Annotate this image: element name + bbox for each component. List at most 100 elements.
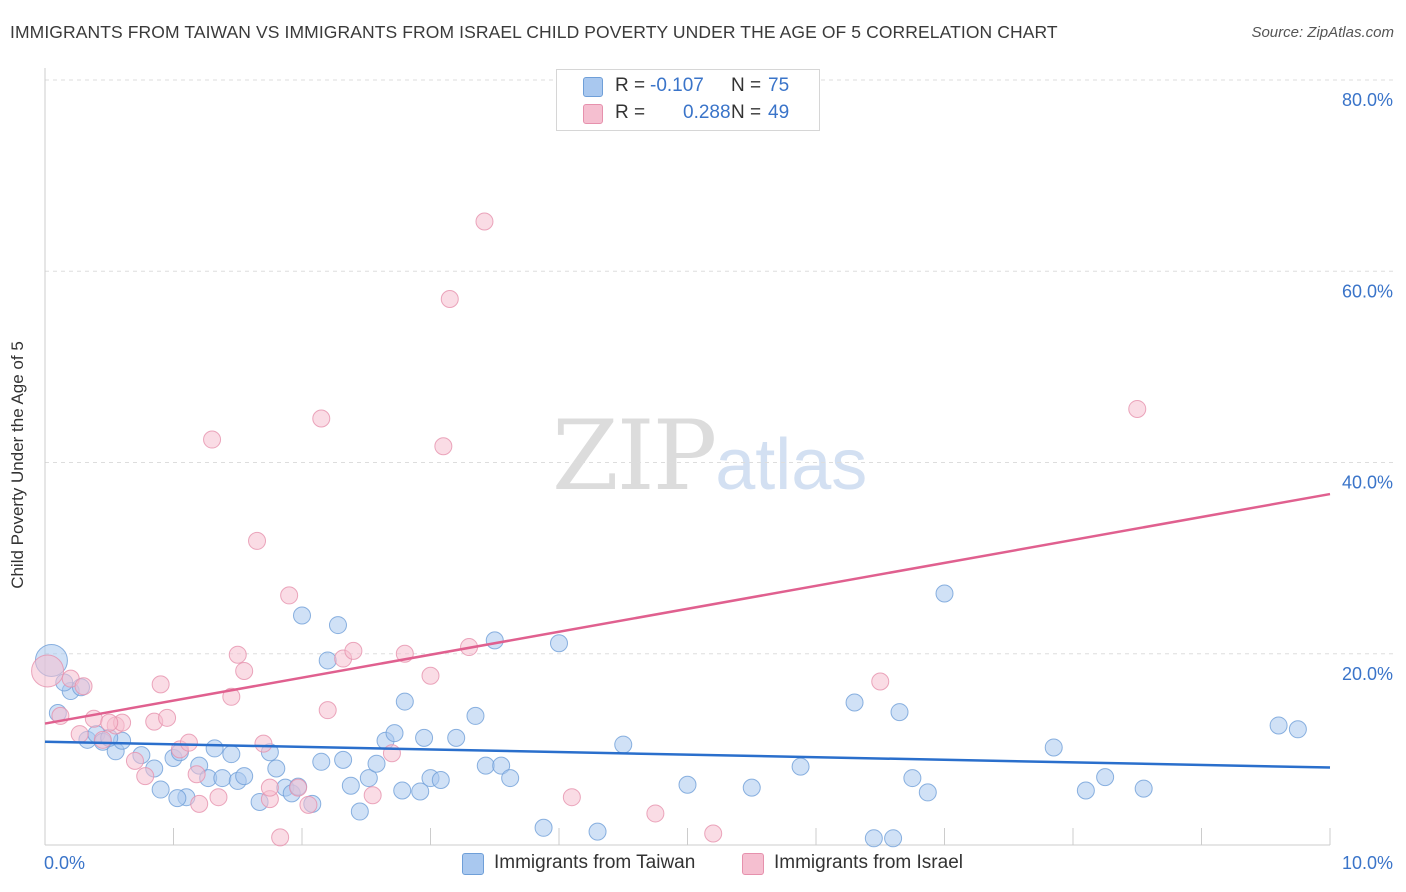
taiwan-point — [1076, 781, 1095, 800]
taiwan-point — [588, 822, 607, 841]
taiwan-point — [845, 693, 864, 712]
israel-point — [179, 733, 198, 752]
n-value: 49 — [768, 102, 790, 123]
israel-point — [228, 645, 247, 664]
israel-point — [100, 713, 119, 732]
chart-title: IMMIGRANTS FROM TAIWAN VS IMMIGRANTS FRO… — [10, 22, 1058, 42]
taiwan-point — [1044, 738, 1063, 757]
israel-point — [31, 654, 65, 688]
israel-point — [93, 730, 112, 749]
israel-point — [382, 744, 401, 763]
israel-trend-line — [44, 492, 1331, 725]
israel-point — [289, 778, 308, 797]
r-label: R = — [615, 75, 646, 96]
taiwan-point — [415, 728, 434, 747]
israel-point — [248, 531, 267, 550]
israel-point — [235, 661, 254, 680]
taiwan-point — [864, 829, 883, 848]
taiwan-point — [222, 745, 241, 764]
israel-point — [190, 794, 209, 813]
r-value: 0.288 — [683, 102, 731, 123]
y-tick-label: 20.0% — [1342, 664, 1393, 684]
israel-point — [271, 828, 290, 847]
taiwan-point — [367, 754, 386, 773]
israel-point — [280, 586, 299, 605]
n-label: N = — [731, 75, 762, 96]
y-tick-label: 80.0% — [1342, 90, 1393, 110]
correlation-legend: R = -0.107 N = 75 R = 0.288 N = 49 — [556, 69, 820, 131]
taiwan-point — [411, 782, 430, 801]
israel-point — [70, 725, 89, 744]
taiwan-point — [1269, 716, 1288, 735]
taiwan-point — [492, 756, 511, 775]
taiwan-point — [151, 780, 170, 799]
taiwan-point — [884, 829, 903, 848]
taiwan-point — [205, 739, 224, 758]
israel-legend-swatch — [742, 853, 764, 875]
israel-point — [254, 734, 273, 753]
israel-point — [344, 641, 363, 660]
taiwan-point — [393, 781, 412, 800]
taiwan-point — [742, 778, 761, 797]
israel-point — [1128, 399, 1147, 418]
n-label: N = — [731, 102, 762, 123]
israel-point — [299, 795, 318, 814]
israel-point — [125, 751, 144, 770]
taiwan-point — [350, 802, 369, 821]
taiwan-point — [267, 759, 286, 778]
taiwan-point — [614, 735, 633, 754]
y-tick-label: 60.0% — [1342, 281, 1393, 301]
x-tick-label-min: 0.0% — [44, 853, 85, 873]
taiwan-legend-swatch — [462, 853, 484, 875]
taiwan-point — [501, 769, 520, 788]
taiwan-trend-line — [44, 740, 1331, 769]
taiwan-point — [213, 769, 232, 788]
taiwan-point — [312, 752, 331, 771]
israel-point — [203, 430, 222, 449]
israel-legend-label: Immigrants from Israel — [774, 852, 963, 873]
r-label: R = — [615, 102, 646, 123]
israel-point — [187, 765, 206, 784]
taiwan-swatch — [583, 77, 603, 97]
israel-point — [704, 824, 723, 843]
israel-point — [318, 701, 337, 720]
taiwan-point — [890, 703, 909, 722]
israel-point — [421, 666, 440, 685]
source-label: Source: ZipAtlas.com — [1251, 24, 1394, 41]
israel-point — [871, 672, 890, 691]
taiwan-point — [550, 634, 568, 653]
taiwan-point — [341, 776, 360, 795]
israel-point — [151, 675, 170, 694]
taiwan-point — [903, 769, 922, 788]
israel-point — [209, 788, 228, 807]
israel-swatch — [583, 104, 603, 124]
taiwan-point — [935, 584, 954, 603]
israel-point — [222, 687, 241, 706]
taiwan-point — [1096, 768, 1115, 787]
israel-point — [136, 767, 155, 786]
taiwan-point — [918, 783, 937, 802]
y-tick-label: 40.0% — [1342, 473, 1393, 493]
r-value: -0.107 — [650, 75, 704, 96]
taiwan-point — [534, 818, 553, 837]
taiwan-point — [359, 769, 378, 788]
n-value: 75 — [768, 75, 790, 96]
taiwan-point — [1134, 779, 1153, 798]
israel-point — [434, 437, 453, 456]
taiwan-point — [293, 606, 311, 625]
israel-point — [475, 212, 494, 231]
taiwan-point — [235, 767, 254, 786]
x-tick-label-max: 10.0% — [1342, 853, 1393, 873]
taiwan-point — [395, 692, 414, 711]
taiwan-point — [476, 756, 495, 775]
taiwan-point — [447, 728, 466, 747]
israel-point — [363, 786, 382, 805]
taiwan-point — [318, 651, 337, 670]
taiwan-point — [466, 706, 485, 725]
taiwan-point — [431, 770, 450, 789]
israel-point — [260, 778, 279, 797]
taiwan-point — [791, 757, 810, 776]
israel-point — [74, 677, 93, 696]
taiwan-point — [1288, 720, 1307, 739]
